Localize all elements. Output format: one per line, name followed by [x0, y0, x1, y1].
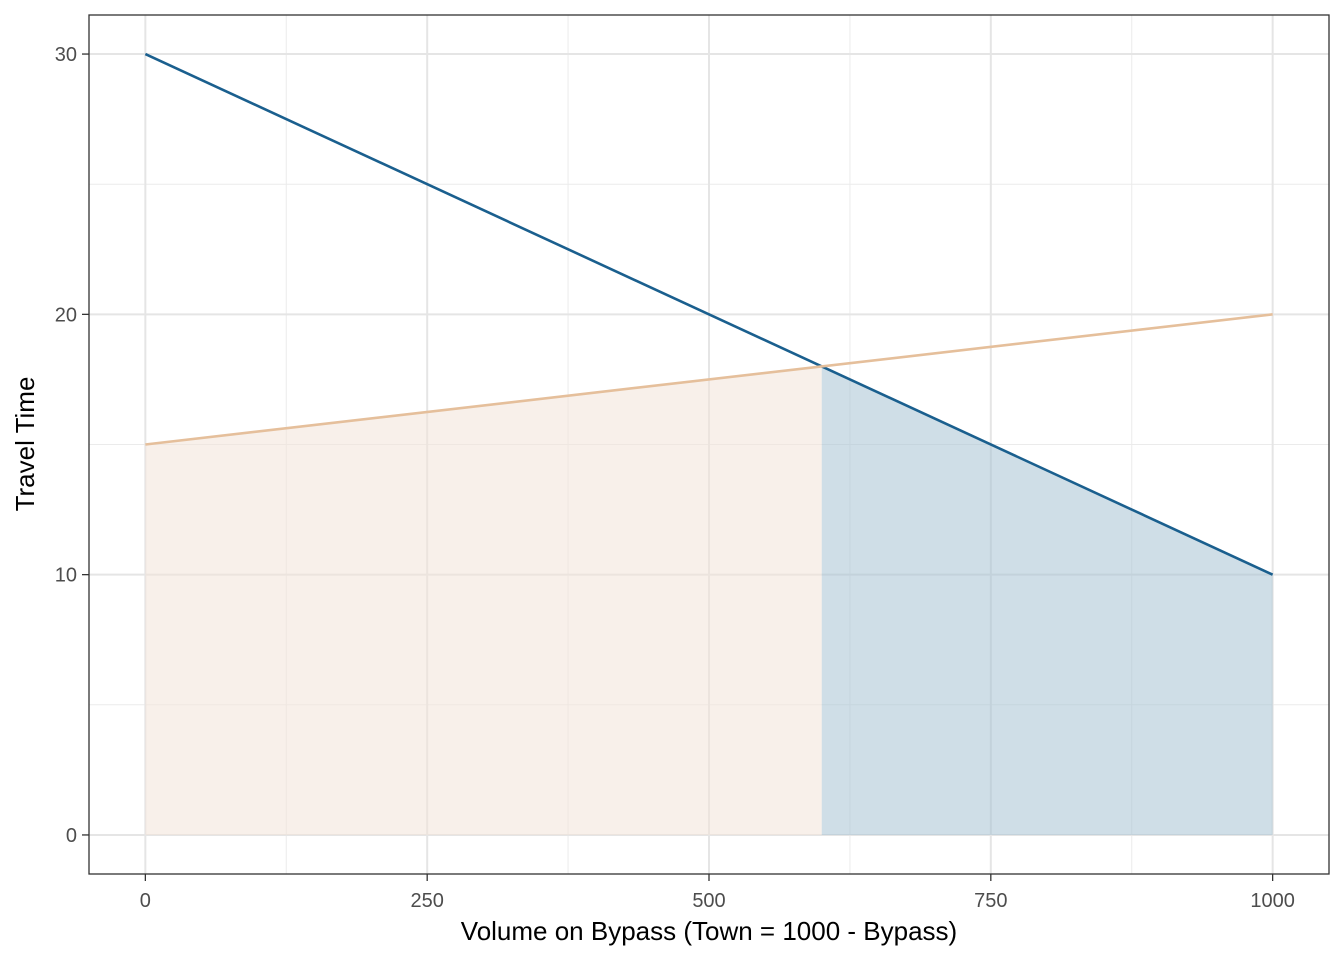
y-axis-title: Travel Time	[10, 377, 40, 512]
y-tick-label: 0	[66, 825, 77, 847]
x-axis-title: Volume on Bypass (Town = 1000 - Bypass)	[461, 916, 957, 946]
x-tick-label: 1000	[1250, 890, 1295, 912]
series-line	[144, 52, 1274, 576]
x-tick-label: 500	[692, 890, 725, 912]
y-tick-label: 30	[55, 44, 77, 66]
shaded-area	[145, 366, 822, 835]
shaded-areas	[145, 366, 1273, 835]
x-tick-label: 0	[140, 890, 151, 912]
x-tick-label: 250	[410, 890, 443, 912]
y-tick-label: 20	[55, 304, 77, 326]
y-tick-label: 10	[55, 565, 77, 587]
x-axis: 0 250 500 750 1000	[140, 874, 1295, 912]
series-lines	[144, 52, 1274, 576]
shaded-area	[821, 366, 1273, 835]
x-tick-label: 750	[974, 890, 1007, 912]
y-axis: 0 10 20 30	[55, 44, 89, 847]
series-line	[145, 313, 1273, 446]
